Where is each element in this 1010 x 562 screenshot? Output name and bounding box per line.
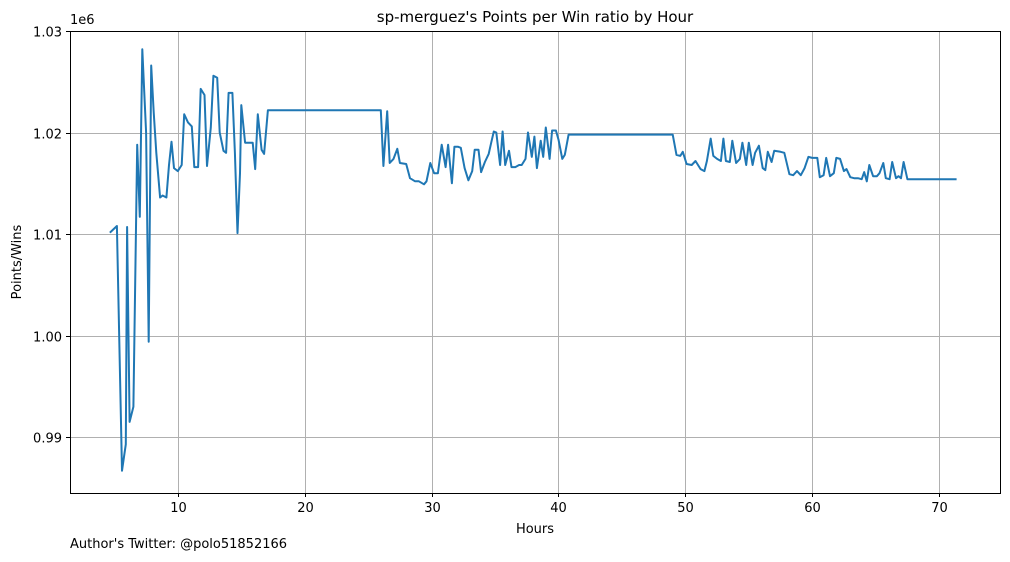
- plot-area-frame: [70, 31, 1001, 494]
- y-tick-label: 1.03: [33, 26, 62, 41]
- x-tick-label: 10: [170, 501, 187, 516]
- x-tick-label: 70: [931, 501, 948, 516]
- chart-title: sp-merguez's Points per Win ratio by Hou…: [377, 8, 694, 26]
- grid: [70, 31, 1000, 493]
- y-axis-label: Points/Wins: [10, 224, 25, 299]
- y-tick-label: 0.99: [33, 432, 62, 447]
- y-tick-label: 1.01: [33, 229, 62, 244]
- x-axis-label: Hours: [516, 522, 554, 537]
- x-axis: 10 20 30 40 50 60 70: [170, 493, 948, 516]
- x-tick-label: 20: [297, 501, 314, 516]
- series-line: [109, 48, 957, 472]
- series-layer: [109, 48, 957, 472]
- x-tick-label: 30: [424, 501, 441, 516]
- y-tick-label: 1.02: [33, 128, 62, 143]
- y-axis: 0.99 1.00 1.01 1.02 1.03: [33, 26, 70, 447]
- x-tick-label: 60: [804, 501, 821, 516]
- y-tick-label: 1.00: [33, 331, 62, 346]
- x-tick-label: 50: [677, 501, 694, 516]
- x-tick-label: 40: [550, 501, 567, 516]
- author-credit: Author's Twitter: @polo51852166: [70, 537, 288, 552]
- y-axis-offset-label: 1e6: [70, 13, 95, 28]
